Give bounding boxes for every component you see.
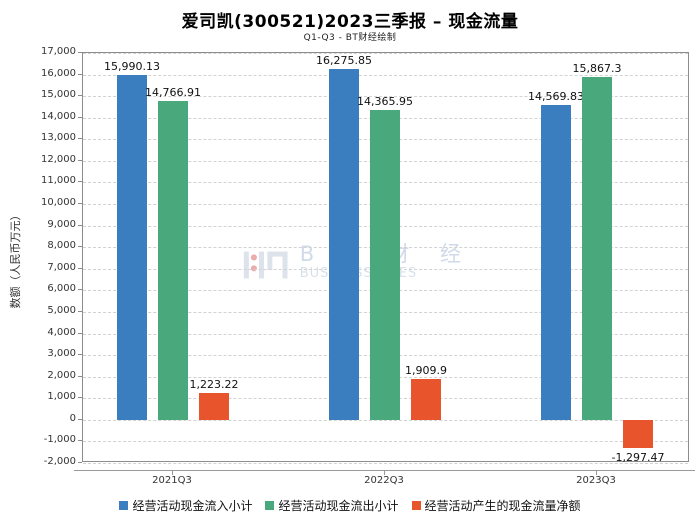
y-tick-label: 17,000 — [41, 46, 76, 57]
y-tick-mark — [78, 203, 82, 205]
y-tick-label: 2,000 — [47, 369, 76, 381]
value-label: 1,909.9 — [405, 363, 447, 377]
bar-2022Q3-series2 — [370, 109, 400, 420]
value-label: 15,867.3 — [572, 62, 622, 76]
y-tick-mark — [78, 397, 82, 399]
y-tick-mark — [78, 354, 82, 356]
y-tick-mark — [78, 246, 82, 248]
bar-2021Q3-series2 — [158, 101, 188, 420]
legend-swatch — [411, 501, 421, 510]
gridline — [83, 419, 688, 421]
legend-item-1: 经营活动现金流入小计 — [119, 497, 252, 514]
y-tick-mark — [78, 73, 82, 75]
y-tick-mark — [78, 440, 82, 442]
y-tick-mark — [78, 116, 82, 118]
y-axis-title: 数额（人民币万元） — [9, 209, 22, 309]
y-tick-label: 4,000 — [47, 326, 76, 338]
bt-logo-icon — [243, 251, 288, 279]
plot-area: B T 财 经 BUSINESSTIMES 15,990.1316,275.85… — [82, 52, 689, 464]
chart-subtitle: Q1-Q3 - BT财经绘制 — [303, 33, 397, 43]
y-tick-mark — [78, 267, 82, 269]
y-tick-mark — [78, 95, 82, 97]
bar-2021Q3-series1 — [117, 74, 147, 420]
y-tick-mark — [78, 332, 82, 334]
y-tick-label: 10,000 — [41, 197, 76, 209]
y-tick-mark — [78, 138, 82, 140]
gridline — [83, 53, 688, 54]
y-tick-mark — [78, 181, 82, 183]
y-tick-label: 14,000 — [41, 110, 76, 122]
x-tick-label-2022Q3: 2022Q3 — [364, 475, 404, 486]
y-tick-label: 11,000 — [41, 175, 76, 187]
y-tick-mark — [78, 418, 82, 420]
y-tick-label: 1,000 — [47, 391, 76, 403]
chart-title: 爱司凯(300521)2023三季报 – 现金流量 — [181, 12, 519, 32]
y-tick-label: 9,000 — [47, 218, 76, 230]
x-tick-mark — [384, 470, 385, 475]
bar-2023Q3-series1 — [541, 105, 571, 420]
gridline — [83, 74, 688, 76]
gridline — [83, 96, 688, 98]
y-tick-label: 8,000 — [47, 240, 76, 252]
x-tick-mark — [596, 470, 597, 475]
value-label: 14,569.83 — [528, 90, 584, 104]
bar-2023Q3-series2 — [582, 77, 612, 420]
y-tick-label: 15,000 — [41, 89, 76, 101]
y-tick-label: 5,000 — [47, 304, 76, 316]
y-tick-mark — [78, 289, 82, 291]
legend-item-3: 经营活动产生的现金流量净额 — [411, 497, 581, 514]
y-tick-label: 7,000 — [47, 261, 76, 273]
y-tick-label: 3,000 — [47, 348, 76, 360]
y-tick-label: -2,000 — [43, 456, 76, 467]
y-tick-mark — [78, 159, 82, 161]
legend-label: 经营活动产生的现金流量净额 — [424, 499, 581, 513]
bar-2021Q3-series3 — [199, 393, 229, 420]
legend-swatch — [119, 501, 129, 510]
x-tick-label-2023Q3: 2023Q3 — [576, 475, 616, 486]
x-tick-mark — [172, 470, 173, 475]
y-tick-label: 6,000 — [47, 283, 76, 295]
y-tick-mark — [78, 375, 82, 377]
legend-label: 经营活动现金流入小计 — [132, 499, 253, 513]
y-tick-label: -1,000 — [43, 434, 76, 446]
value-label: 1,223.22 — [189, 378, 239, 392]
legend: 经营活动现金流入小计 经营活动现金流出小计 经营活动产生的现金流量净额 — [0, 497, 700, 514]
bar-2023Q3-series3 — [623, 419, 653, 448]
value-label: -1,297.47 — [611, 450, 665, 464]
y-tick-mark — [78, 462, 82, 463]
legend-swatch — [265, 501, 275, 510]
legend-item-2: 经营活动现金流出小计 — [265, 497, 399, 514]
gridline — [83, 441, 688, 443]
value-label: 16,275.85 — [316, 53, 372, 67]
y-tick-label: 16,000 — [41, 67, 76, 79]
value-label: 14,766.91 — [145, 86, 201, 100]
bar-2022Q3-series1 — [329, 68, 359, 420]
x-tick-label-2021Q3: 2021Q3 — [152, 475, 192, 486]
bar-2022Q3-series3 — [411, 378, 441, 420]
y-tick-label: 13,000 — [41, 132, 76, 144]
y-tick-mark — [78, 224, 82, 226]
value-label: 15,990.13 — [104, 59, 160, 73]
gridline — [83, 463, 688, 464]
y-tick-label: 0 — [69, 412, 76, 424]
value-label: 14,365.95 — [357, 94, 413, 108]
y-tick-mark — [78, 52, 82, 53]
y-tick-label: 12,000 — [41, 153, 76, 165]
y-tick-mark — [78, 310, 82, 312]
legend-label: 经营活动现金流出小计 — [278, 499, 399, 513]
